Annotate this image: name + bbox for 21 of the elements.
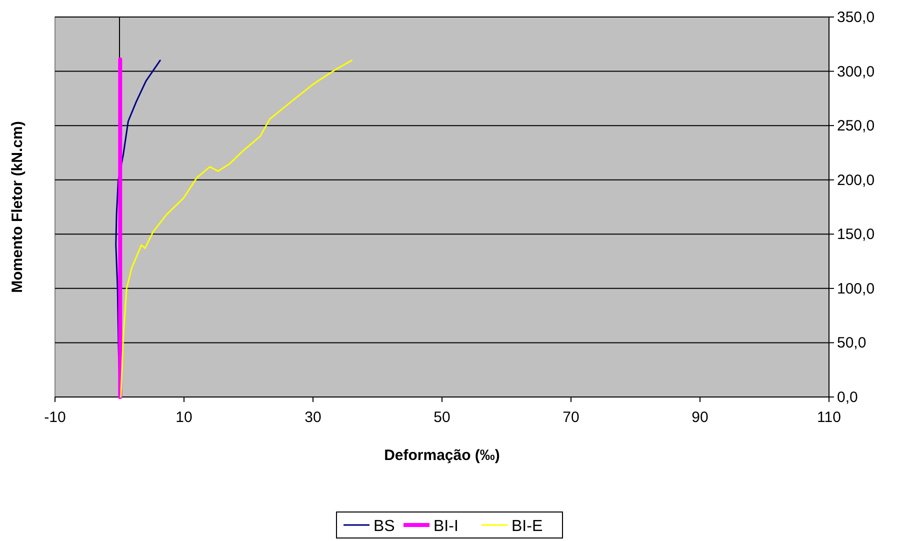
y-tick-label: 200,0 [837,172,875,189]
line-series [120,60,352,398]
x-tick-label: 50 [434,409,450,426]
x-tick-label: 70 [562,409,580,426]
y-tick-label: 100,0 [837,280,875,298]
y-tick-label: 350,0 [837,9,875,26]
y-axis-title: Momento Fletor (kN.cm) [9,121,26,293]
legend-label: BI-I [434,518,458,535]
x-axis-title: Deformação (‰) [384,447,500,464]
y-tick-label: 50,0 [837,334,866,352]
y-tick-label: 0,0 [837,389,858,406]
legend-label: BS [374,518,395,535]
y-tick-label: 150,0 [837,226,875,244]
x-tick-label: 10 [176,409,192,426]
y-tick-label: 250,0 [837,118,875,135]
x-tick-label: 90 [692,409,708,426]
x-tick-label: 110 [817,409,841,426]
y-tick-label: 300,0 [837,63,875,80]
x-tick-label: 30 [304,409,322,426]
x-tick-label: -10 [44,409,66,426]
legend-label: BI-E [512,518,543,535]
